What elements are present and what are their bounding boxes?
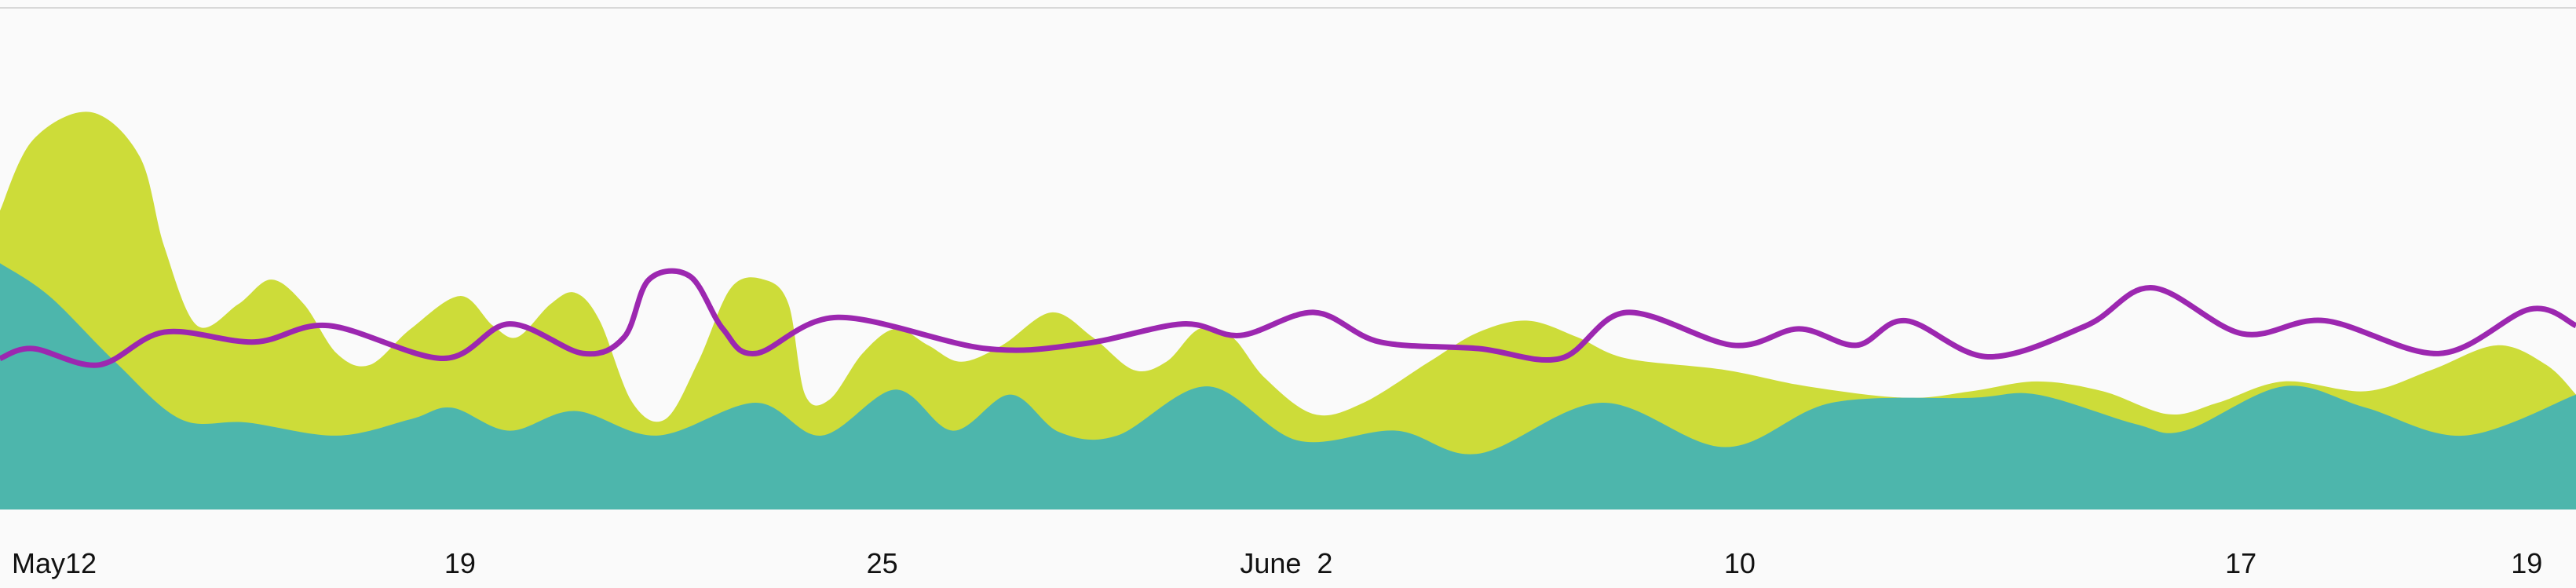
x-tick-label: June 2 (1240, 547, 1332, 579)
x-tick-label: 19 (444, 547, 476, 579)
x-tick-label: 25 (867, 547, 898, 579)
x-tick-label: May12 (12, 547, 97, 579)
x-tick-label: 10 (1724, 547, 1756, 579)
line (0, 268, 2576, 368)
x-tick-label: 19 (2511, 547, 2542, 579)
x-tick-label: 17 (2225, 547, 2256, 579)
area (0, 263, 2576, 509)
